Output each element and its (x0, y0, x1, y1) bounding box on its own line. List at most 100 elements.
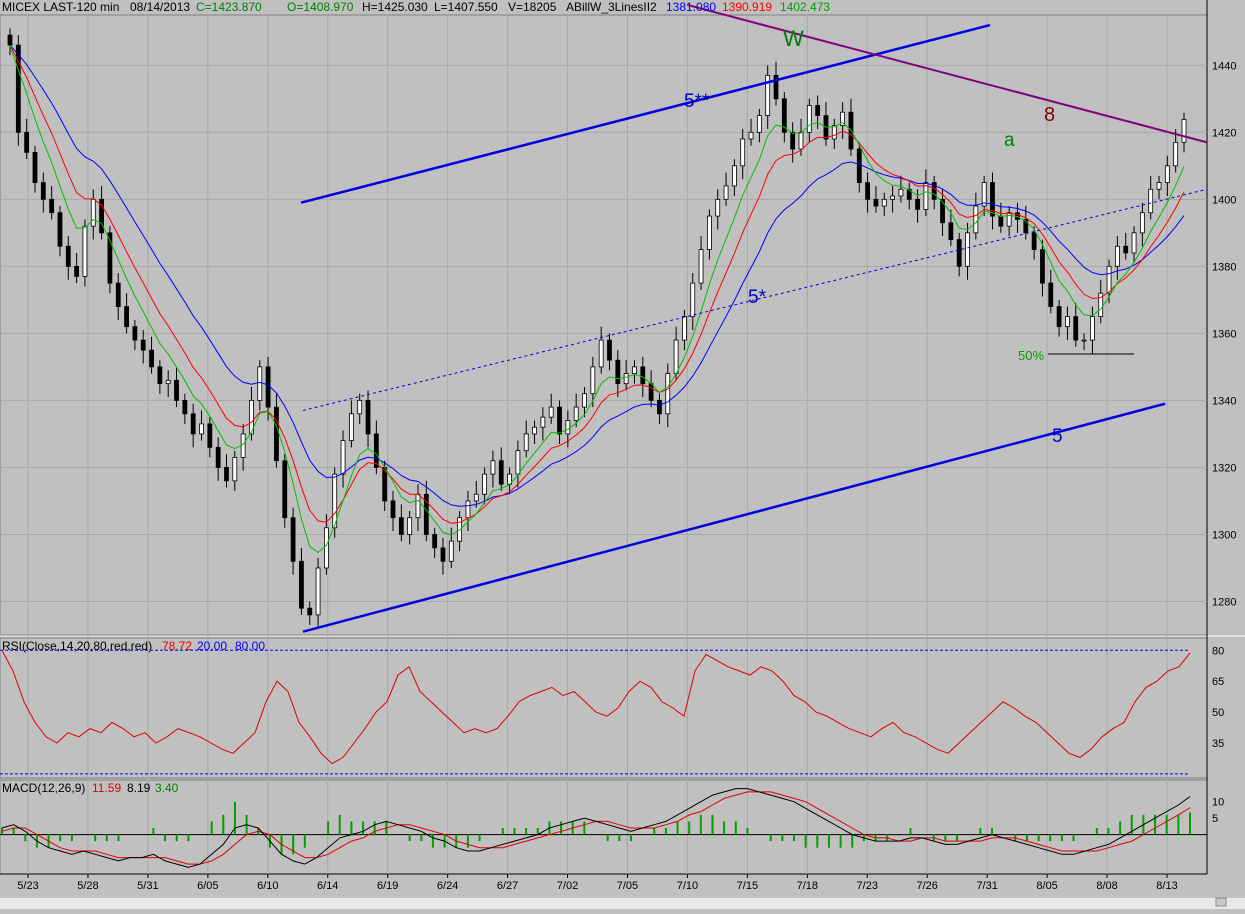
candle-bullish (806, 105, 812, 133)
candle-bullish (690, 282, 696, 318)
candle-bullish (523, 433, 529, 452)
candle-bullish (673, 339, 679, 374)
horizontal-scrollbar[interactable] (0, 898, 1245, 909)
rsi-title: RSI(Close,14,20,80,red,red) (2, 639, 152, 653)
candle-bearish (990, 182, 995, 217)
candle-bullish (573, 406, 579, 421)
date-tick-label: 6/14 (317, 880, 338, 892)
candle-bullish (890, 195, 895, 200)
candle-bullish (1164, 165, 1170, 183)
candle-bullish (582, 393, 587, 408)
candle-bullish (590, 366, 596, 395)
candle-bearish (640, 366, 646, 385)
candle-bearish (140, 339, 146, 351)
channel-lower-line (302, 402, 1166, 633)
candle-bullish (765, 74, 771, 116)
candle-bullish (1131, 232, 1137, 254)
candle-bullish (1081, 339, 1087, 342)
rsi-tick-label: 50 (1212, 707, 1224, 719)
price-tick-label: 1320 (1212, 462, 1236, 474)
date-tick-label: 7/05 (617, 880, 638, 892)
date-tick-label: 7/26 (916, 880, 937, 892)
candle-bearish (398, 517, 404, 535)
price-tick-label: 1300 (1212, 529, 1236, 541)
date-tick-label: 8/08 (1096, 880, 1117, 892)
fib-label-50: 50% (1018, 348, 1044, 363)
candle-bearish (865, 182, 871, 200)
price-tick-label: 1420 (1212, 127, 1236, 139)
date-tick-label: 6/05 (197, 880, 218, 892)
red-average-line (9, 44, 1185, 524)
candle-bearish (157, 366, 163, 385)
candle-bearish (432, 534, 438, 549)
candle-bearish (99, 198, 104, 234)
candle-bearish (1040, 249, 1045, 284)
candle-bullish (798, 131, 804, 150)
moving-averages (9, 44, 1185, 554)
candle-bearish (373, 433, 379, 468)
wave-label-w: W (783, 26, 804, 51)
candle-bearish (1048, 282, 1054, 307)
candle-bearish (282, 460, 288, 519)
candle-bearish (931, 182, 937, 200)
rsi-lower: 20.00 (197, 639, 227, 653)
price-tick-label: 1360 (1212, 328, 1236, 340)
candle-bearish (998, 215, 1004, 227)
candle-bearish (557, 406, 562, 435)
macd-signal-value: 8.19 (127, 781, 151, 795)
candle-bearish (1073, 316, 1079, 341)
candle-bearish (365, 400, 371, 435)
high-value: H=1425.030 (362, 0, 428, 14)
candle-bearish (498, 460, 504, 485)
candle-bullish (257, 366, 263, 401)
candle-bearish (773, 74, 779, 100)
candle-bullish (332, 473, 338, 529)
rsi-plot (0, 649, 1191, 775)
candle-bearish (182, 400, 188, 415)
candle-bearish (57, 212, 63, 247)
candle-bullish (357, 400, 363, 415)
rsi-tick-label: 65 (1212, 676, 1224, 688)
date-tick-label: 6/19 (377, 880, 398, 892)
candle-bearish (74, 265, 80, 277)
low-value: L=1407.550 (434, 0, 498, 14)
candle-bearish (215, 446, 221, 468)
candle-bullish (548, 406, 554, 418)
candle-bullish (515, 450, 521, 475)
candle-bullish (340, 440, 346, 475)
candle-bearish (607, 339, 612, 361)
candle-bullish (740, 138, 746, 167)
candle-bearish (7, 34, 13, 46)
scroll-thumb[interactable] (1215, 897, 1227, 907)
price-tick-label: 1280 (1212, 596, 1236, 608)
date-tick-label: 6/27 (497, 880, 518, 892)
candle-bearish (49, 198, 55, 214)
price-tick-label: 1340 (1212, 395, 1236, 407)
green-average-line (9, 45, 1185, 554)
macd-line (1, 788, 1191, 868)
candle-bullish (682, 316, 687, 341)
rsi-value: 78.72 (162, 639, 192, 653)
candle-bearish (224, 467, 229, 482)
candle-bullish (1173, 141, 1179, 167)
macd-tick-label: 5 (1212, 813, 1218, 825)
candle-bullish (1098, 292, 1104, 318)
date-tick-label: 6/24 (437, 880, 458, 892)
rsi-tick-label: 80 (1212, 645, 1224, 657)
candle-bullish (232, 456, 238, 482)
candle-bullish (1148, 188, 1154, 214)
candle-bearish (24, 131, 30, 153)
candle-bearish (132, 326, 138, 341)
rsi-line (1, 650, 1191, 765)
candle-bullish (249, 400, 254, 435)
candle-bearish (956, 239, 962, 267)
date-tick-label: 5/28 (77, 880, 98, 892)
candle-bearish (124, 306, 129, 328)
candle-bullish (1006, 212, 1012, 227)
wave-label-5-star: 5* (748, 287, 767, 308)
candle-bearish (915, 198, 920, 210)
candle-bearish (115, 282, 121, 307)
candle-bullish (1181, 118, 1187, 143)
price-axis-labels: 1440 1420 1400 1380 1360 1340 1320 1300 1280 80 65… (1212, 60, 1236, 825)
